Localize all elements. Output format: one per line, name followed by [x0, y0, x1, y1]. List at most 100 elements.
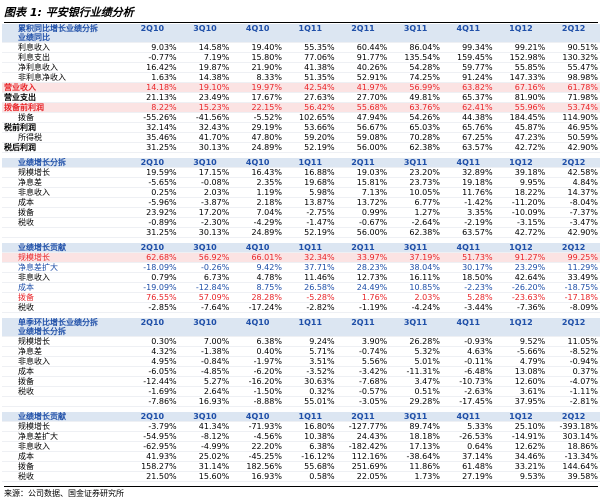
cell-value: 16.80% [283, 421, 337, 432]
column-header: 2Q11 [336, 412, 390, 422]
data-row: 利息支出 -0.77% 7.19% 15.80% 77.06% 91.77% 135.54%… [2, 52, 600, 63]
cell-value: 0.25% [126, 187, 179, 198]
section-heading: 业绩增长贡献 [2, 412, 126, 422]
cell-value: 18.18% [389, 431, 442, 442]
cell-value: 50.59% [547, 132, 600, 143]
cell-value: 65.03% [389, 122, 442, 133]
cell-value: 18.50% [441, 272, 495, 283]
data-row: 净息差扩大 -54.95% -8.12% -4.56% 10.38% 24.43% 18.1… [2, 431, 600, 442]
cell-value: 37.71% [283, 262, 337, 273]
cell-value: 147.33% [494, 72, 548, 83]
cell-value: 99.21% [494, 42, 548, 53]
cell-value: 17.13% [389, 441, 442, 452]
cell-value: 98.98% [547, 72, 600, 83]
cell-value: -6.48% [441, 366, 495, 377]
cell-value: 14.18% [126, 82, 179, 93]
heading-line: 业绩增长分拆 [18, 327, 66, 336]
cell-value: 19.87% [178, 62, 232, 73]
cell-value: 15.60% [178, 471, 232, 482]
cell-value: 2.64% [178, 386, 232, 397]
cell-value: 30.17% [441, 262, 495, 273]
cell-value: -0.11% [441, 356, 495, 367]
column-header: 1Q11 [283, 412, 337, 422]
data-row: -7.86% 16.93% -8.88% 55.01% -3.05% 29.28% -17.… [2, 396, 600, 407]
data-row: 拨备 158.27% 31.14% 182.56% 55.68% 251.69% 11.86… [2, 461, 600, 472]
cell-value: 23.20% [389, 167, 442, 178]
cell-value: 15.80% [231, 52, 284, 63]
row-label: 税收 [2, 386, 126, 397]
row-label: 非利息净收入 [2, 72, 126, 83]
data-row: 营业支出 21.13% 23.49% 17.67% 27.63% 27.70% 49.81%… [2, 92, 600, 103]
cell-value: -7.36% [494, 302, 548, 313]
column-header: 1Q11 [283, 158, 337, 168]
row-label: 成本 [2, 197, 126, 208]
data-row: 成本 41.93% 25.02% -45.25% -16.12% 112.16% -38.6… [2, 451, 600, 462]
cell-value: 23.73% [389, 177, 442, 188]
cell-value: 16.43% [231, 167, 284, 178]
cell-value: 1.63% [126, 72, 179, 83]
cell-value: -11.31% [389, 366, 442, 377]
cell-value: -0.93% [441, 336, 495, 347]
cell-value: -41.56% [178, 112, 232, 123]
data-row: 拨备 76.55% 57.09% 28.28% -5.28% 1.76% 2.03% 5.28… [2, 292, 600, 303]
cell-value: 42.72% [494, 227, 548, 238]
column-header: 3Q10 [178, 158, 232, 168]
cell-value: -7.37% [547, 207, 600, 218]
cell-value: 55.85% [494, 62, 548, 73]
title: 图表 1: 平安银行业绩分析 [4, 4, 598, 23]
data-row: 拨备前利润 8.22% 15.23% 22.15% 56.42% 55.68% 63.76%… [2, 102, 600, 113]
cell-value: 3.61% [494, 386, 548, 397]
cell-value: 18.22% [494, 187, 548, 198]
cell-value: 9.24% [283, 336, 337, 347]
cell-value: -54.95% [126, 431, 179, 442]
cell-value: 19.10% [178, 82, 232, 93]
section-heading: 单季环比增长业绩分拆 业绩增长分拆 [2, 318, 126, 337]
cell-value: 62.38% [389, 142, 442, 153]
data-row: 规模增长 -3.79% 41.34% -71.93% 16.80% -127.77% 89.… [2, 421, 600, 432]
section-header: 单季环比增长业绩分拆 业绩增长分拆 2Q10 3Q10 4Q10 1Q11 2Q11 3Q11… [2, 318, 600, 337]
cell-value: 0.99% [336, 207, 390, 218]
cell-value: -62.95% [126, 441, 179, 452]
cell-value: -2.63% [441, 386, 495, 397]
data-row: 净息差扩大 -18.09% -0.26% 9.42% 37.71% 28.23% 38.04… [2, 262, 600, 273]
cell-value: -14.91% [494, 431, 548, 442]
data-row: 规模增长 62.68% 56.92% 66.01% 32.34% 33.97% 37.19%… [2, 252, 600, 263]
row-label: 非息收入 [2, 187, 126, 198]
cell-value: 59.77% [441, 62, 495, 73]
section-header: 业绩增长贡献 2Q10 3Q10 4Q10 1Q11 2Q11 3Q11 4Q11 1Q12 2Q… [2, 412, 600, 422]
cell-value: -8.09% [547, 302, 600, 313]
cell-value: 26.28% [389, 336, 442, 347]
cell-value: 5.01% [389, 356, 442, 367]
row-label: 拨备前利润 [2, 102, 126, 113]
cell-value: 19.18% [441, 177, 495, 188]
source: 来源：公司数据、国金证券研究所 [4, 486, 598, 499]
cell-value: 12.60% [494, 376, 548, 387]
cell-value: -2.75% [283, 207, 337, 218]
cell-value: -2.64% [389, 217, 442, 228]
cell-value: 152.98% [494, 52, 548, 63]
cell-value: -0.94% [547, 356, 600, 367]
column-header: 2Q10 [126, 243, 179, 253]
cell-value: -0.84% [178, 356, 232, 367]
cell-value: 32.43% [178, 122, 232, 133]
column-header: 2Q10 [126, 158, 179, 168]
cell-value: 3.35% [441, 207, 495, 218]
cell-value: 99.25% [547, 252, 600, 263]
data-row: 净息差 4.32% -1.38% 0.40% 5.71% -0.74% 5.32% 4.63%… [2, 346, 600, 357]
cell-value: -393.18% [547, 421, 600, 432]
column-header: 3Q11 [389, 158, 442, 168]
cell-value: 24.43% [336, 431, 390, 442]
cell-value: 5.32% [389, 346, 442, 357]
cell-value: -4.29% [231, 217, 284, 228]
cell-value: 4.32% [126, 346, 179, 357]
cell-value: 26.58% [283, 282, 337, 293]
cell-value: 42.72% [494, 142, 548, 153]
column-header: 4Q11 [441, 158, 495, 168]
cell-value: 46.95% [547, 122, 600, 133]
cell-value: 24.89% [231, 227, 284, 238]
row-label: 拨备 [2, 207, 126, 218]
cell-value: 63.76% [389, 102, 442, 113]
cell-value: 74.25% [389, 72, 442, 83]
cell-value: 0.40% [231, 346, 284, 357]
cell-value: 4.63% [441, 346, 495, 357]
